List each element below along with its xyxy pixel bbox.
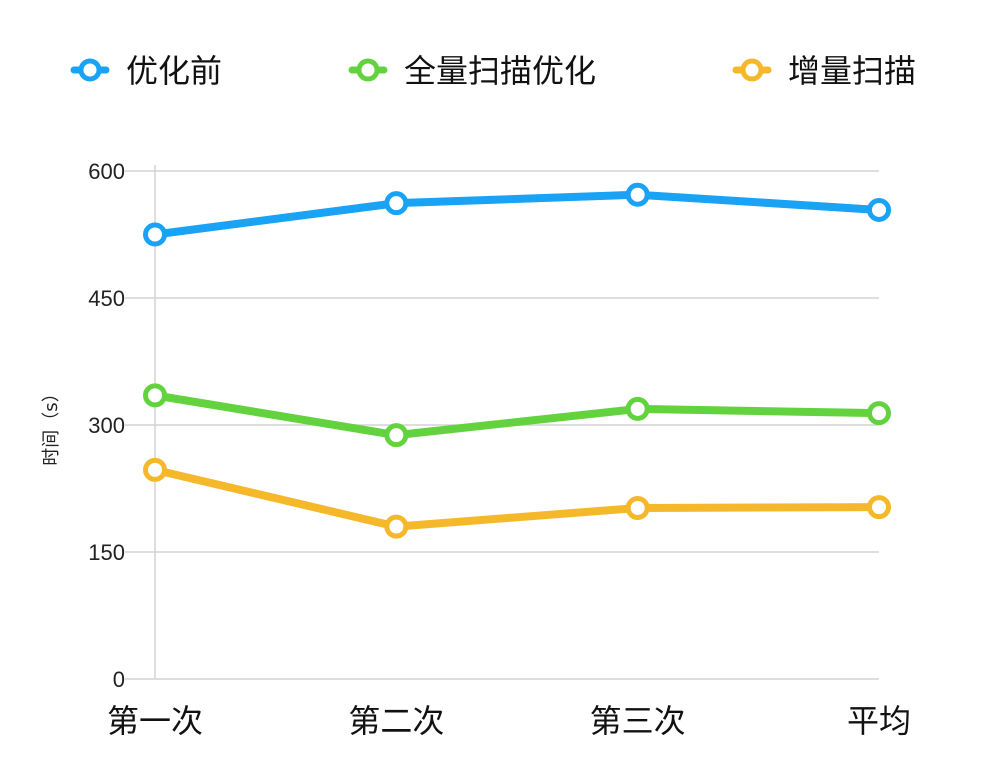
x-category-label: 平均 bbox=[847, 702, 911, 740]
legend-marker bbox=[740, 58, 764, 82]
legend-marker bbox=[356, 58, 380, 82]
legend-label: 优化前 bbox=[126, 52, 222, 90]
data-point bbox=[143, 383, 167, 408]
series-line bbox=[151, 465, 883, 531]
y-tick-label: 150 bbox=[88, 540, 125, 565]
data-point bbox=[625, 396, 650, 421]
x-category-label: 第二次 bbox=[348, 702, 444, 740]
y-tick-label: 0 bbox=[113, 667, 125, 692]
legend: 优化前 全量扫描优化 增量扫描 bbox=[70, 52, 916, 90]
data-point bbox=[143, 222, 167, 247]
y-tick-label: 450 bbox=[88, 286, 125, 311]
series-line bbox=[151, 391, 883, 440]
x-axis-categories: 第一次 第二次 第三次 平均 bbox=[107, 702, 911, 740]
series-lines bbox=[143, 182, 891, 539]
y-tick-label: 600 bbox=[88, 159, 125, 184]
series-line bbox=[151, 190, 883, 239]
legend-label: 全量扫描优化 bbox=[404, 52, 596, 90]
data-point bbox=[384, 514, 409, 539]
data-point bbox=[384, 423, 409, 448]
x-category-label: 第三次 bbox=[590, 702, 686, 740]
x-category-label: 第一次 bbox=[107, 702, 203, 740]
legend-label: 增量扫描 bbox=[788, 52, 916, 90]
data-point bbox=[625, 495, 650, 520]
y-tick-label: 300 bbox=[88, 413, 125, 438]
y-axis-ticks: 0 150 300 450 600 bbox=[88, 159, 125, 692]
data-point bbox=[867, 197, 891, 222]
data-point bbox=[384, 191, 409, 216]
data-point bbox=[867, 495, 891, 520]
data-point bbox=[867, 401, 891, 426]
data-point bbox=[143, 457, 167, 482]
y-axis-label: 时间（s） bbox=[41, 384, 62, 465]
data-point bbox=[625, 182, 650, 207]
legend-marker bbox=[78, 58, 102, 82]
